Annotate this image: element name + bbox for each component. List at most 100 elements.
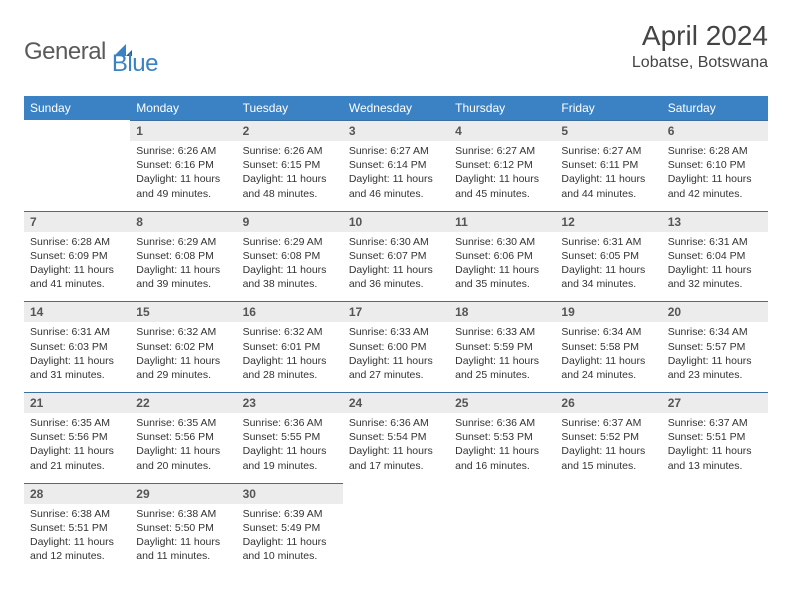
day-line-label: Sunrise: — [349, 417, 390, 429]
day-line: Sunset: 5:51 PM — [30, 521, 124, 535]
day-line-value: 6:02 PM — [175, 341, 214, 353]
calendar-day-cell: 11Sunrise: 6:30 AMSunset: 6:06 PMDayligh… — [449, 211, 555, 302]
day-body: Sunrise: 6:37 AMSunset: 5:52 PMDaylight:… — [555, 413, 661, 483]
weekday-header: Thursday — [449, 96, 555, 120]
day-body — [555, 504, 661, 566]
day-line: Sunset: 6:12 PM — [455, 158, 549, 172]
day-line-label: Sunrise: — [30, 508, 71, 520]
day-line-label: Sunset: — [243, 250, 282, 262]
day-line-value: 6:04 PM — [706, 250, 745, 262]
day-line-value: 6:12 PM — [494, 159, 533, 171]
day-line: Sunset: 5:51 PM — [668, 430, 762, 444]
day-line: Sunset: 5:52 PM — [561, 430, 655, 444]
day-line-label: Sunrise: — [668, 326, 709, 338]
calendar-day-cell: 25Sunrise: 6:36 AMSunset: 5:53 PMDayligh… — [449, 392, 555, 483]
calendar-day-cell: 8Sunrise: 6:29 AMSunset: 6:08 PMDaylight… — [130, 211, 236, 302]
day-number: 4 — [449, 120, 555, 141]
day-line-value: 6:00 PM — [387, 341, 426, 353]
day-number: 20 — [662, 301, 768, 322]
calendar-day-cell: 30Sunrise: 6:39 AMSunset: 5:49 PMDayligh… — [237, 483, 343, 574]
day-line-value: 5:58 PM — [600, 341, 639, 353]
day-line-value: 5:56 PM — [69, 431, 108, 443]
day-line: Sunset: 5:50 PM — [136, 521, 230, 535]
day-line: Daylight: 11 hours and 12 minutes. — [30, 535, 124, 563]
day-body: Sunrise: 6:36 AMSunset: 5:53 PMDaylight:… — [449, 413, 555, 483]
day-line: Daylight: 11 hours and 32 minutes. — [668, 263, 762, 291]
day-line-value: 6:35 AM — [178, 417, 217, 429]
day-number: 18 — [449, 301, 555, 322]
day-line-value: 6:07 PM — [387, 250, 426, 262]
day-line-label: Daylight: — [561, 445, 605, 457]
day-line-value: 5:55 PM — [281, 431, 320, 443]
day-number: 2 — [237, 120, 343, 141]
day-line-label: Sunrise: — [30, 236, 71, 248]
day-body: Sunrise: 6:33 AM Sunset: 6:00 PM Daylight:… — [343, 322, 449, 392]
weekday-header: Sunday — [24, 96, 130, 120]
calendar-day-cell: 6Sunrise: 6:28 AMSunset: 6:10 PMDaylight… — [662, 120, 768, 211]
calendar-day-cell: 16Sunrise: 6:32 AMSunset: 6:01 PMDayligh… — [237, 301, 343, 392]
logo: General Blue — [24, 20, 158, 78]
day-line: Daylight: 11 hours and 15 minutes. — [561, 444, 655, 472]
day-line-label: Sunrise: — [243, 236, 284, 248]
day-line: Sunset: 5:53 PM — [455, 430, 549, 444]
day-line: Daylight: 11 hours and 28 minutes. — [243, 354, 337, 382]
day-line-label: Daylight: — [455, 173, 499, 185]
calendar-body: 1Sunrise: 6:26 AMSunset: 6:16 PMDaylight… — [24, 120, 768, 573]
day-number: 5 — [555, 120, 661, 141]
header: General Blue April 2024 Lobatse, Botswan… — [24, 20, 768, 78]
day-line-label: Sunset: — [455, 341, 494, 353]
day-number: 24 — [343, 392, 449, 413]
day-line-value: 6:34 AM — [603, 326, 642, 338]
day-number: 28 — [24, 483, 130, 504]
calendar-empty-cell — [555, 483, 661, 574]
day-line-label: Sunset: — [136, 159, 175, 171]
day-line-label: Sunset: — [349, 431, 388, 443]
day-line-value: 5:59 PM — [494, 341, 533, 353]
month-title: April 2024 — [632, 20, 768, 52]
day-line: Sunrise: 6:37 AM — [561, 416, 655, 430]
day-line-label: Daylight: — [30, 264, 74, 276]
day-line: Sunset: 5:57 PM — [668, 340, 762, 354]
day-line-label: Sunrise: — [30, 326, 71, 338]
day-line-label: Daylight: — [349, 264, 393, 276]
day-line: Daylight: 11 hours and 42 minutes. — [668, 172, 762, 200]
day-line-label: Sunrise: — [668, 145, 709, 157]
day-line-value: 6:34 AM — [709, 326, 748, 338]
day-line-value: 5:51 PM — [706, 431, 745, 443]
day-line-label: Sunset: — [668, 431, 707, 443]
day-line-label: Sunrise: — [136, 417, 177, 429]
day-line-label: Daylight: — [455, 264, 499, 276]
day-line-label: Daylight: — [30, 536, 74, 548]
day-line: Daylight: 11 hours and 39 minutes. — [136, 263, 230, 291]
day-line-value: 5:49 PM — [281, 522, 320, 534]
day-line: Sunrise: 6:34 AM — [668, 325, 762, 339]
day-body: Sunrise: 6:27 AMSunset: 6:14 PMDaylight:… — [343, 141, 449, 211]
day-line: Sunrise: 6:36 AM — [349, 416, 443, 430]
day-line: Sunset: 6:08 PM — [243, 249, 337, 263]
day-line-label: Daylight: — [349, 173, 393, 185]
calendar-empty-cell — [449, 483, 555, 574]
day-line: Sunset: 6:08 PM — [136, 249, 230, 263]
day-number: 30 — [237, 483, 343, 504]
day-line-label: Sunset: — [349, 250, 388, 262]
day-line: Sunrise: 6:30 AM — [349, 235, 443, 249]
calendar-day-cell: 26Sunrise: 6:37 AMSunset: 5:52 PMDayligh… — [555, 392, 661, 483]
weekday-header: Friday — [555, 96, 661, 120]
day-line: Daylight: 11 hours and 20 minutes. — [136, 444, 230, 472]
day-line-label: Sunrise: — [455, 145, 496, 157]
day-line-label: Sunset: — [349, 341, 388, 353]
calendar-day-cell: 10Sunrise: 6:30 AMSunset: 6:07 PMDayligh… — [343, 211, 449, 302]
day-line-value: 6:29 AM — [284, 236, 323, 248]
day-line-value: 5:57 PM — [706, 341, 745, 353]
day-line-label: Sunset: — [561, 159, 600, 171]
day-line-value: 6:35 AM — [71, 417, 110, 429]
day-line-label: Daylight: — [30, 445, 74, 457]
day-line: Sunrise: 6:33 AM — [349, 325, 443, 339]
calendar-empty-cell — [343, 483, 449, 574]
day-line: Sunset: 6:07 PM — [349, 249, 443, 263]
day-line-label: Sunset: — [30, 522, 69, 534]
calendar-day-cell: 21Sunrise: 6:35 AMSunset: 5:56 PMDayligh… — [24, 392, 130, 483]
day-line-label: Sunset: — [136, 250, 175, 262]
day-line: Sunrise: 6:29 AM — [243, 235, 337, 249]
day-line-label: Daylight: — [349, 355, 393, 367]
